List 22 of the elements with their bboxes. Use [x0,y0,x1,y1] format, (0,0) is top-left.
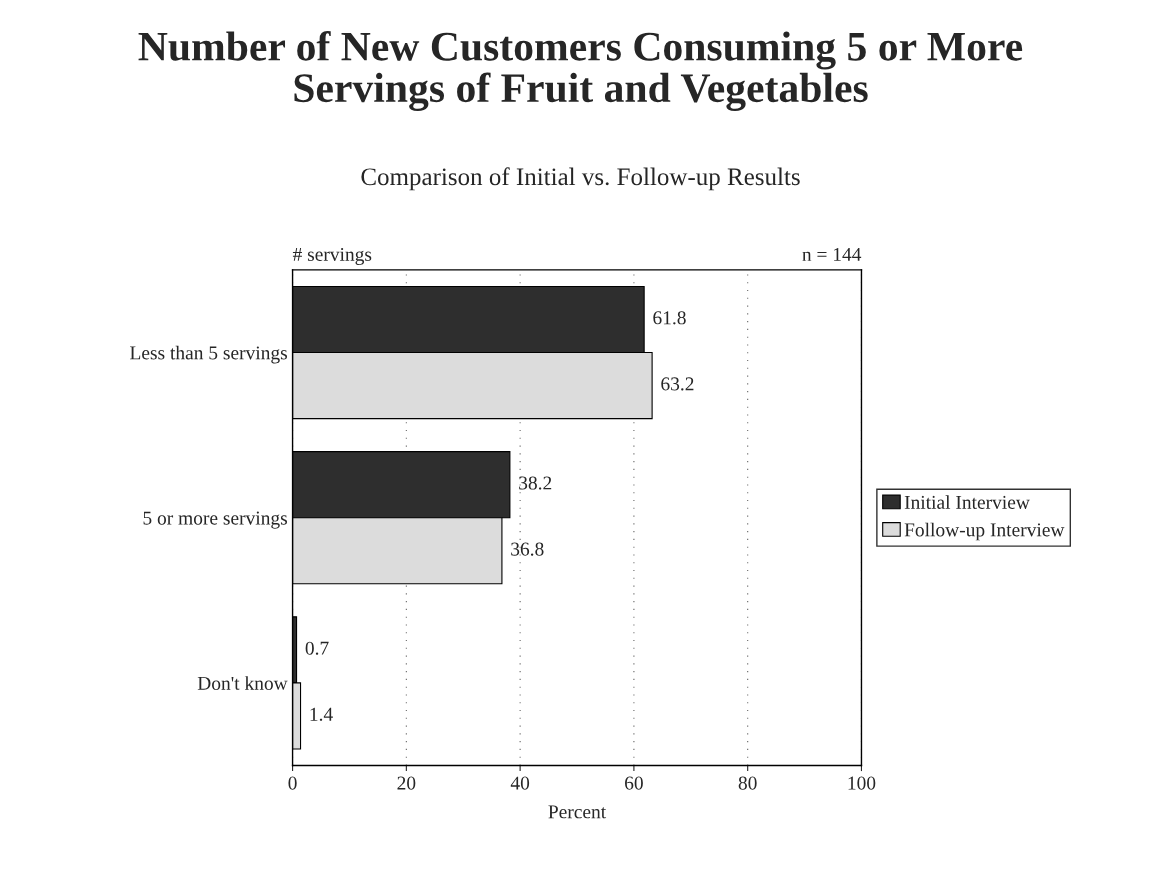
legend-label: Initial Interview [904,495,1030,509]
y-tick-label: Don't know [197,676,288,690]
data-label: 1.4 [310,707,333,721]
text: n = 144 [802,247,862,261]
data-label: 38.2 [519,476,552,490]
y-tick-label: 5 or more servings [143,511,288,529]
x-axis-title: Percent [548,805,607,819]
data-label: 36.8 [511,542,544,556]
x-tick-label: 40 [510,776,530,790]
y-tick-label: Less than 5 servings [130,345,287,364]
chart-subtitle: Comparison of Initial vs. Follow-up Results [361,167,800,191]
data-label: 0.7 [305,641,329,655]
y-axis-title: # servings [292,247,372,265]
x-tick-label: 60 [625,776,643,790]
data-label: 63.2 [661,377,694,391]
x-tick-label: 100 [848,776,876,790]
chart-title: Number of New Customers Consuming 5 or More Servings of Fruit and Vegetables [138,30,1023,111]
legend-label: Follow-up Interview [904,522,1065,541]
x-tick-label: 80 [738,776,757,790]
x-tick-label: 0 [288,776,297,790]
x-tick-label: 20 [397,776,416,790]
data-label: 61.8 [653,311,686,325]
